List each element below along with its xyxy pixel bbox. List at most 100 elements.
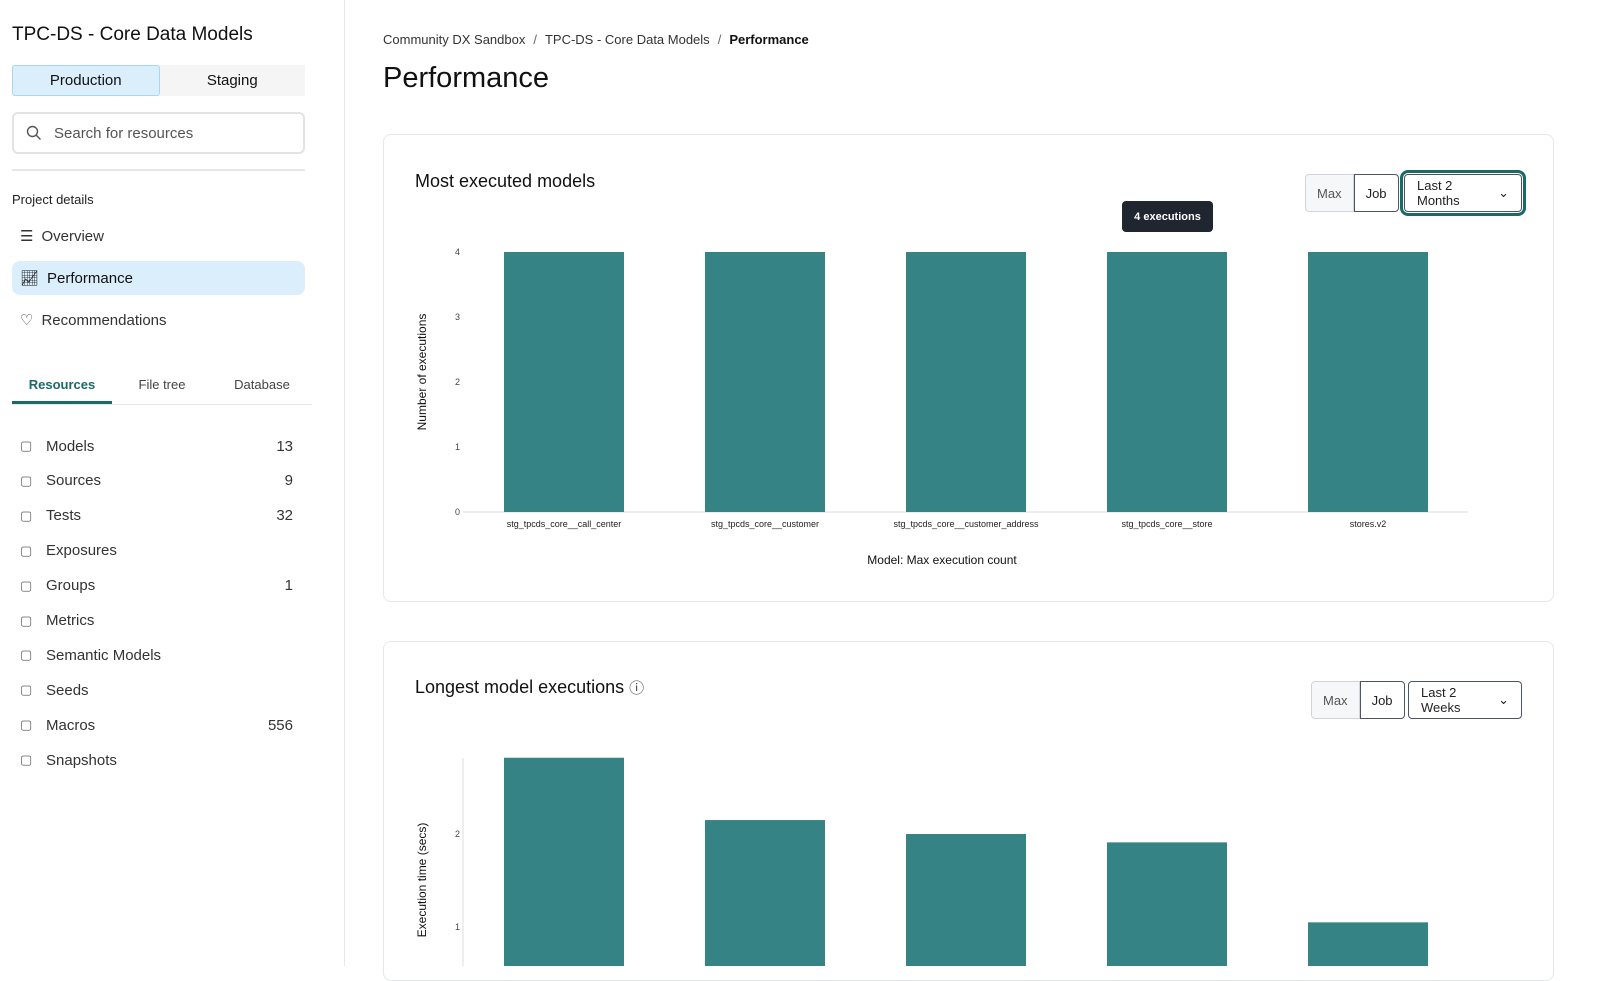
y-axis-label: Number of executions (415, 314, 429, 431)
bar-tooltip: 4 executions (1122, 201, 1213, 232)
resource-sources[interactable]: ▢ Sources 9 (20, 469, 293, 493)
range-dropdown[interactable]: Last 2 Weeks ⌄ (1408, 681, 1522, 719)
search-icon (26, 125, 41, 140)
resource-count: 13 (276, 437, 293, 455)
clipboard-icon: ▢ (20, 507, 33, 523)
toggle-max[interactable]: Max (1305, 174, 1354, 212)
y-tick-label: 2 (455, 829, 460, 839)
resource-count: 9 (284, 472, 293, 490)
resource-count: 556 (267, 716, 293, 734)
bar[interactable] (504, 252, 624, 512)
project-title: TPC-DS - Core Data Models (12, 24, 253, 45)
seedling-icon: ▢ (20, 682, 33, 698)
y-tick-label: 4 (455, 247, 460, 257)
bar[interactable] (1308, 252, 1428, 512)
y-tick-label: 2 (455, 377, 460, 387)
env-staging[interactable]: Staging (206, 72, 258, 89)
chevron-down-icon: ⌄ (1498, 692, 1509, 707)
nav-label: Recommendations (41, 311, 167, 329)
nav-recommendations[interactable]: ♡ Recommendations (12, 303, 305, 337)
y-tick-label: 3 (455, 312, 460, 322)
resource-macros[interactable]: ▢ Macros 556 (20, 713, 293, 737)
resource-groups[interactable]: ▢ Groups 1 (20, 574, 293, 598)
x-axis-label: Model: Max execution count (867, 553, 1017, 567)
nav-label: Performance (47, 269, 133, 287)
metric-toggle: Max Job (1305, 174, 1399, 212)
environment-switch: Production Staging (12, 65, 305, 96)
resource-label: Snapshots (46, 751, 117, 769)
list-icon: ☰ (20, 228, 34, 245)
resource-models[interactable]: ▢ Models 13 (20, 434, 293, 458)
resource-label: Tests (46, 507, 82, 525)
file-icon: ▢ (20, 717, 33, 733)
resource-label: Metrics (46, 612, 95, 629)
sidebar: TPC-DS - Core Data Models Production Sta… (0, 0, 345, 966)
resource-count: 32 (276, 507, 293, 525)
resource-label: Sources (46, 472, 102, 490)
resource-tests[interactable]: ▢ Tests 32 (20, 504, 293, 528)
resource-tabs: Resources File tree Database (12, 370, 312, 405)
card-title: Longest model executions ⓘ (415, 677, 645, 697)
gauge-icon: ▢ (20, 542, 33, 558)
x-tick-label: stg_tpcds_core__customer_address (893, 519, 1039, 529)
range-value: Last 2 Months (1417, 178, 1460, 208)
lightbulb-icon: ♡ (20, 312, 34, 329)
card-title: Most executed models (415, 171, 596, 191)
nav-performance[interactable]: 📈︎ Performance (12, 261, 305, 295)
bar[interactable] (906, 252, 1026, 512)
most-executed-card: Most executed models (383, 134, 1554, 602)
bar[interactable] (906, 834, 1026, 966)
graph-icon: ▢ (20, 647, 33, 663)
bar[interactable] (705, 252, 825, 512)
info-icon[interactable]: ⓘ (629, 680, 645, 697)
toggle-max[interactable]: Max (1311, 681, 1360, 719)
camera-icon: ▢ (20, 752, 33, 768)
resource-label: Semantic Models (46, 646, 162, 664)
resource-metrics[interactable]: ▢ Metrics (20, 609, 293, 633)
search-input[interactable]: Search for resources (12, 112, 305, 154)
line-chart-icon: 📈︎ (20, 270, 40, 287)
y-tick-label: 1 (455, 922, 460, 932)
x-tick-label: stores.v2 (1350, 519, 1387, 529)
y-tick-label: 0 (455, 507, 460, 517)
tab-database[interactable]: Database (234, 377, 290, 392)
bar-chart-icon: ▢ (20, 612, 33, 628)
search-placeholder: Search for resources (54, 124, 194, 142)
tab-file-tree[interactable]: File tree (138, 377, 186, 392)
nav-label: Overview (41, 227, 104, 245)
breadcrumb-current: Performance (729, 32, 809, 47)
resource-seeds[interactable]: ▢ Seeds (20, 678, 293, 702)
y-axis-label: Execution time (secs) (415, 823, 429, 938)
range-dropdown[interactable]: Last 2 Months ⌄ (1400, 170, 1526, 216)
resource-label: Exposures (46, 542, 117, 560)
bar[interactable] (1308, 922, 1428, 966)
env-production[interactable]: Production (12, 65, 160, 96)
bar[interactable] (705, 820, 825, 966)
toggle-job[interactable]: Job (1359, 681, 1405, 719)
bar[interactable] (1107, 842, 1227, 966)
bar[interactable] (1107, 252, 1227, 512)
resource-label: Seeds (46, 681, 89, 699)
breadcrumb-link[interactable]: TPC-DS - Core Data Models (544, 32, 710, 47)
x-tick-label: stg_tpcds_core__customer (711, 519, 819, 529)
resource-semantic-models[interactable]: ▢ Semantic Models (20, 643, 293, 667)
page-title: Performance (383, 62, 550, 94)
section-label: Project details (12, 192, 94, 207)
resource-exposures[interactable]: ▢ Exposures (20, 539, 293, 563)
tab-resources[interactable]: Resources (12, 370, 112, 404)
nav-overview[interactable]: ☰ Overview (12, 219, 305, 253)
breadcrumb-link[interactable]: Community DX Sandbox (383, 32, 526, 47)
cube-icon: ▢ (20, 438, 33, 453)
toggle-job[interactable]: Job (1353, 174, 1399, 212)
resource-label: Models (46, 437, 95, 455)
breadcrumb: Community DX Sandbox / TPC-DS - Core Data … (383, 32, 809, 47)
chevron-down-icon: ⌄ (1498, 185, 1509, 200)
resource-snapshots[interactable]: ▢ Snapshots (20, 748, 293, 772)
resource-label: Macros (46, 716, 96, 734)
database-icon: ▢ (20, 472, 33, 488)
divider (12, 169, 305, 171)
bar[interactable] (504, 757, 624, 966)
x-tick-label: stg_tpcds_core__store (1121, 519, 1212, 529)
resource-count: 1 (284, 577, 293, 595)
